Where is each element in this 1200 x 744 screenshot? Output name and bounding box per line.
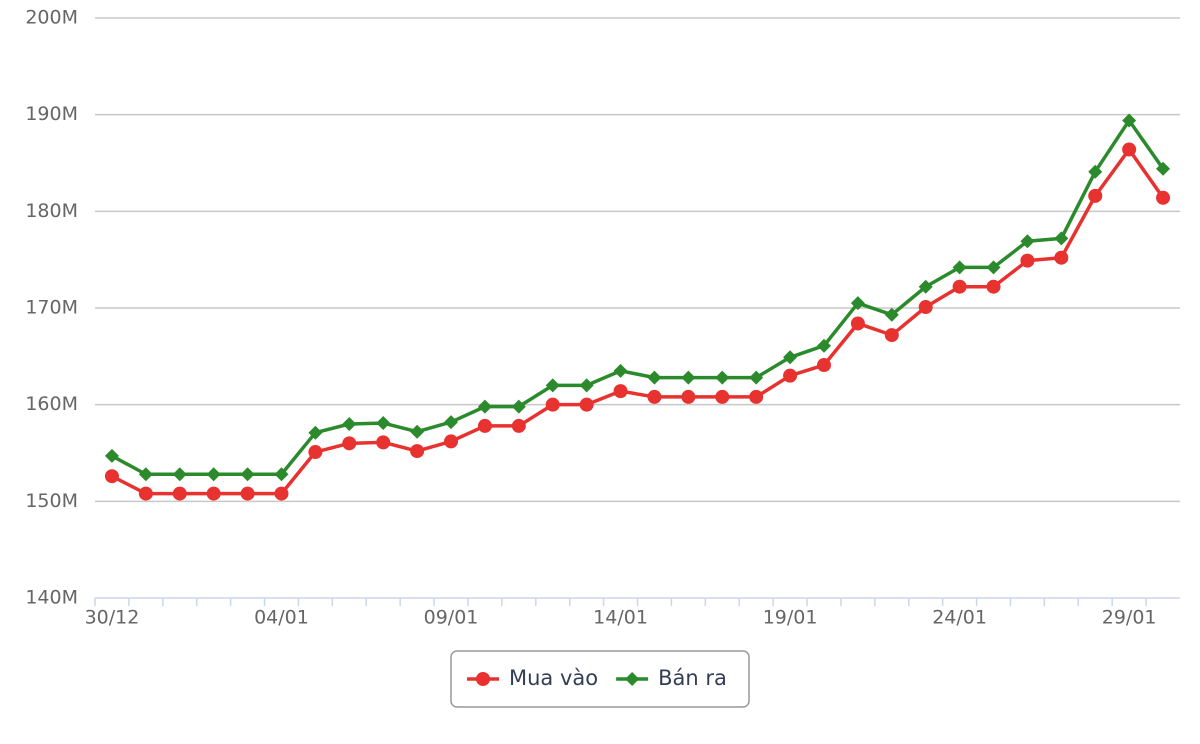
point — [274, 467, 289, 482]
point — [274, 486, 289, 501]
point — [1156, 190, 1171, 205]
x-tick-label: 09/01 — [424, 607, 479, 629]
point — [138, 486, 153, 501]
point — [1088, 188, 1103, 203]
point — [410, 424, 425, 439]
point — [1088, 164, 1103, 179]
point — [1054, 231, 1069, 246]
y-tick-label: 150M — [25, 490, 78, 512]
point — [884, 328, 899, 343]
point — [986, 260, 1001, 275]
point — [986, 279, 1001, 294]
point — [476, 672, 490, 686]
point — [816, 338, 831, 353]
y-tick-label: 180M — [25, 200, 78, 222]
y-tick-label: 170M — [25, 297, 78, 319]
point — [104, 469, 119, 484]
point — [816, 358, 831, 373]
point — [647, 389, 662, 404]
point — [1156, 161, 1171, 176]
point — [444, 415, 459, 430]
point — [172, 467, 187, 482]
point — [850, 296, 865, 311]
point — [1020, 234, 1035, 249]
point — [511, 418, 526, 433]
point — [918, 300, 933, 315]
x-tick-label: 24/01 — [932, 607, 987, 629]
point — [681, 370, 696, 385]
x-tick-label: 29/01 — [1102, 607, 1157, 629]
point — [579, 378, 594, 393]
point — [545, 378, 560, 393]
point — [884, 307, 899, 322]
point — [749, 370, 764, 385]
point — [1054, 250, 1069, 265]
point — [240, 467, 255, 482]
point — [477, 418, 492, 433]
point — [444, 434, 459, 449]
point — [579, 397, 594, 412]
y-tick-label: 160M — [25, 393, 78, 415]
point — [613, 384, 628, 399]
point — [104, 448, 119, 463]
legend-box — [450, 650, 750, 708]
legend-label: Mua vào — [509, 666, 598, 690]
point — [511, 399, 526, 414]
point — [613, 363, 628, 378]
y-tick-label: 140M — [25, 587, 78, 609]
point — [625, 672, 640, 686]
point — [647, 370, 662, 385]
point — [715, 370, 730, 385]
y-tick-label: 190M — [25, 103, 78, 125]
point — [1122, 142, 1137, 157]
point — [749, 389, 764, 404]
x-tick-label: 19/01 — [763, 607, 818, 629]
point — [308, 425, 323, 440]
point — [206, 486, 221, 501]
point — [342, 436, 357, 451]
point — [545, 397, 560, 412]
point — [681, 389, 696, 404]
point — [918, 279, 933, 294]
x-tick-label: 04/01 — [254, 607, 309, 629]
y-tick-label: 200M — [25, 7, 78, 29]
x-tick-label: 30/12 — [85, 607, 140, 629]
x-tick-label: 14/01 — [593, 607, 648, 629]
point — [477, 399, 492, 414]
point — [240, 486, 255, 501]
point — [1122, 113, 1137, 128]
point — [410, 444, 425, 459]
point — [342, 417, 357, 431]
point — [952, 260, 967, 275]
point — [850, 316, 865, 331]
point — [952, 279, 967, 294]
legend-item[interactable]: Mua vào — [467, 666, 598, 690]
series-line — [111, 147, 1165, 496]
point — [783, 368, 798, 383]
legend-item[interactable]: Bán ra — [616, 666, 727, 690]
point — [206, 467, 221, 482]
point — [172, 486, 187, 501]
point — [783, 350, 798, 365]
series-line — [111, 118, 1165, 477]
point — [376, 416, 391, 431]
point — [376, 435, 391, 450]
point — [715, 389, 730, 404]
legend-label: Bán ra — [658, 666, 727, 690]
point — [1020, 253, 1035, 268]
point — [138, 467, 153, 482]
point — [308, 445, 323, 460]
